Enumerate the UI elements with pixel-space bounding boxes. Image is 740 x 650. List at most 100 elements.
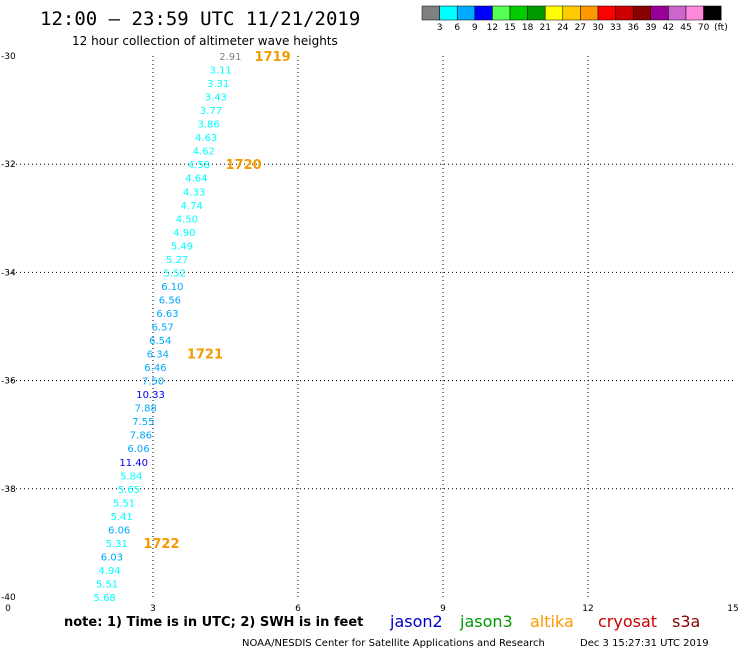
timestamp-text: Dec 3 15:27:31 UTC 2019 — [580, 638, 709, 649]
x-tick-label: 0 — [5, 604, 11, 614]
colorbar-label: 39 — [645, 23, 657, 33]
time-mark: 1722 — [143, 537, 179, 552]
swh-point: 5.49 — [171, 241, 193, 252]
time-mark: 1721 — [187, 348, 223, 363]
colorbar-label: 12 — [487, 23, 498, 33]
swh-point: 7.86 — [130, 431, 152, 442]
swh-point: 4.94 — [98, 566, 120, 577]
axis-ticks: 0 3 6 9 12 15 -30 -32 -34 -36 -38 -40 — [1, 52, 739, 614]
colorbar-swatch — [456, 5, 476, 21]
swh-point: 5.41 — [110, 512, 132, 523]
swh-point: 6.06 — [108, 525, 130, 536]
swh-point: 4.74 — [181, 201, 203, 212]
satellite-legend: jason2 jason3 altika cryosat s3a — [389, 612, 700, 631]
colorbar-swatch — [509, 5, 528, 21]
swh-point: 5.31 — [106, 539, 128, 550]
y-tick-label: -34 — [1, 268, 16, 278]
swh-point: 7.55 — [132, 417, 154, 428]
colorbar-swatch — [492, 5, 511, 21]
swh-point: 4.63 — [195, 133, 217, 144]
colorbar-swatch — [421, 5, 440, 21]
colorbar-swatch — [544, 5, 564, 21]
satellite-label: jason2 — [389, 612, 443, 631]
swh-point: 3.86 — [197, 120, 219, 131]
colorbar-label: 42 — [663, 23, 674, 33]
colorbar-label: 36 — [627, 23, 639, 33]
y-tick-label: -40 — [1, 593, 16, 603]
swh-point: 3.43 — [205, 93, 227, 104]
swh-point: 3.11 — [210, 66, 232, 77]
x-tick-label: 3 — [150, 604, 156, 614]
colorbar-swatch — [668, 5, 687, 21]
colorbar-label: 45 — [680, 23, 691, 33]
swh-point: 4.62 — [193, 147, 215, 158]
y-tick-label: -30 — [1, 52, 16, 62]
y-tick-label: -38 — [1, 485, 16, 495]
y-tick-label: -32 — [1, 160, 16, 170]
swh-point: 4.50 — [176, 214, 198, 225]
colorbar-swatch — [439, 5, 458, 21]
colorbar-swatch — [562, 5, 581, 21]
colorbar-swatch — [685, 5, 704, 21]
swh-point: 6.34 — [147, 350, 169, 361]
swh-point: 5.68 — [94, 593, 116, 604]
x-tick-label: 15 — [727, 604, 738, 614]
swh-point: 10.33 — [136, 390, 165, 401]
x-tick-label: 9 — [440, 604, 446, 614]
colorbar-swatch — [650, 5, 669, 21]
y-tick-label: -36 — [1, 377, 16, 387]
wave-height-points: 2.91 3.11 3.31 3.43 3.77 3.86 4.63 4.62 4.58 4.64… — [94, 52, 242, 604]
colorbar-label: 3 — [437, 23, 443, 33]
colorbar-swatch — [527, 5, 546, 21]
colorbar-label: 27 — [575, 23, 586, 33]
swh-point: 6.63 — [156, 309, 178, 320]
time-marks: 1719 1720 1721 1722 — [143, 50, 290, 552]
swh-point: 6.57 — [152, 323, 174, 334]
colorbar-label: 70 — [698, 23, 710, 33]
colorbar-label: 9 — [472, 23, 478, 33]
satellite-label: cryosat — [598, 612, 657, 631]
colorbar-swatch — [580, 5, 599, 21]
colorbar-label: 15 — [504, 23, 515, 33]
swh-point: 6.03 — [101, 552, 123, 563]
swh-point: 4.64 — [185, 174, 207, 185]
colorbar-label: 33 — [610, 23, 621, 33]
satellite-label: altika — [530, 612, 574, 631]
colorbar-swatch — [615, 5, 634, 21]
credit-text: NOAA/NESDIS Center for Satellite Applica… — [242, 638, 545, 649]
x-tick-label: 12 — [582, 604, 593, 614]
swh-point: 5.84 — [120, 471, 142, 482]
satellite-label: s3a — [672, 612, 700, 631]
swh-point: 5.51 — [96, 579, 118, 590]
swh-point: 6.10 — [161, 282, 183, 293]
swh-point: 5.27 — [166, 255, 188, 266]
colorbar-unit: (ft) — [714, 23, 728, 33]
swh-point: 4.90 — [173, 228, 195, 239]
swh-point: 4.58 — [188, 160, 210, 171]
colorbar-swatch — [632, 5, 652, 21]
swh-point: 6.56 — [159, 295, 181, 306]
colorbar-label: 6 — [454, 23, 460, 33]
swh-point: 2.91 — [219, 52, 241, 63]
chart-subtitle: 12 hour collection of altimeter wave hei… — [72, 34, 338, 48]
colorbar-label: 18 — [522, 23, 534, 33]
swh-point: 6.54 — [149, 336, 171, 347]
swh-point: 6.06 — [127, 444, 149, 455]
swh-point: 11.40 — [119, 458, 148, 469]
swh-point: 5.52 — [164, 268, 186, 279]
footnote: note: 1) Time is in UTC; 2) SWH is in fe… — [64, 615, 363, 630]
colorbar-label: 21 — [539, 23, 550, 33]
swh-point: 3.31 — [207, 79, 229, 90]
colorbar-swatch — [597, 5, 616, 21]
color-scale-legend: 3 6 9 12 15 18 21 24 27 30 33 36 39 42 45 70 (ft) — [421, 5, 728, 33]
swh-point: 5.65 — [118, 485, 140, 496]
swh-point: 5.51 — [113, 498, 135, 509]
swh-point: 3.77 — [200, 106, 222, 117]
colorbar-label: 24 — [557, 23, 569, 33]
x-tick-label: 6 — [295, 604, 301, 614]
colorbar-label: 30 — [592, 23, 604, 33]
colorbar-swatch — [474, 5, 493, 21]
satellite-label: jason3 — [459, 612, 513, 631]
chart-title: 12:00 – 23:59 UTC 11/21/2019 — [40, 8, 360, 30]
